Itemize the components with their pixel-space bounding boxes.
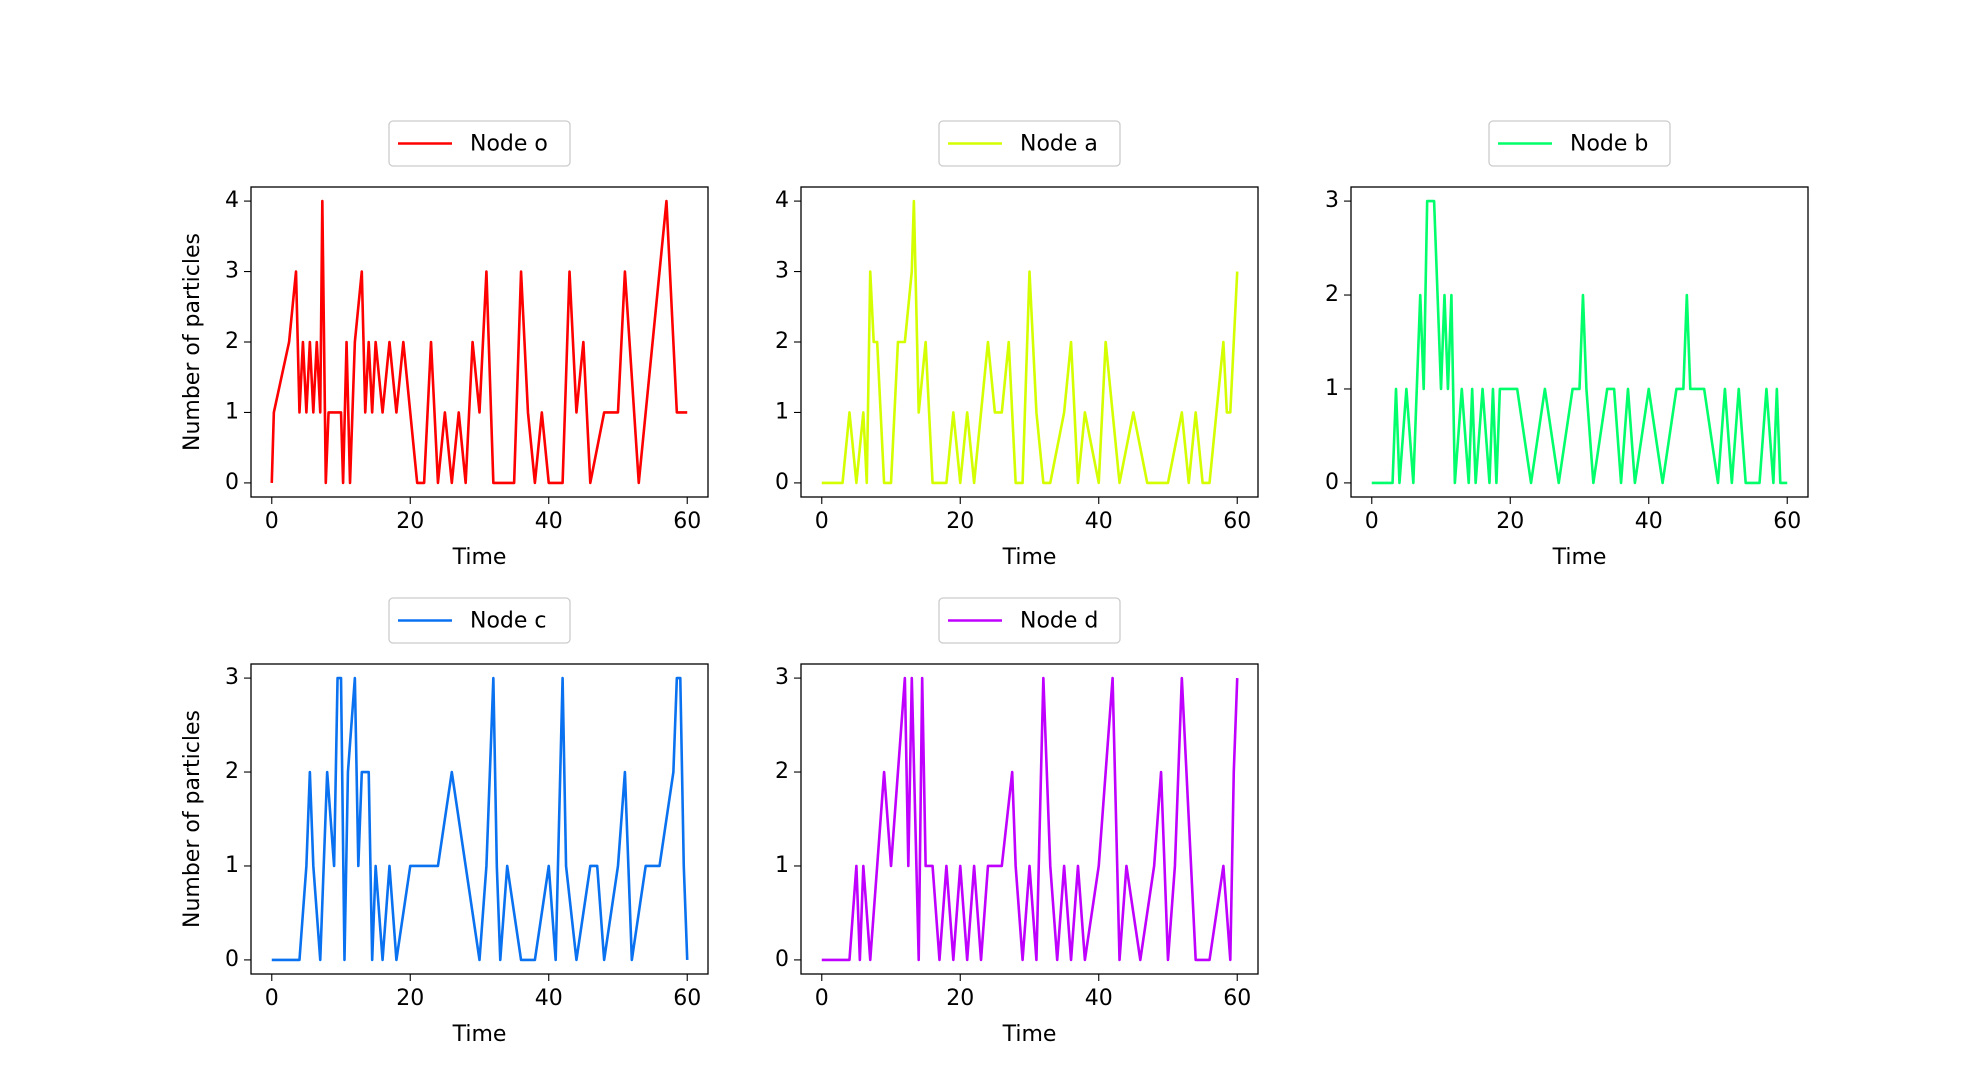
y-axis-label: Number of particles: [180, 233, 205, 451]
x-tick-label: 0: [265, 509, 279, 534]
x-tick-label: 40: [535, 509, 563, 534]
legend: Node d: [938, 597, 1121, 644]
x-tick-label: 40: [1085, 986, 1113, 1011]
legend: Node a: [938, 120, 1121, 167]
x-tick-label: 20: [1496, 509, 1524, 534]
y-tick-label: 3: [775, 665, 789, 690]
y-tick-label: 1: [225, 399, 239, 424]
x-tick-label: 60: [673, 986, 701, 1011]
x-tick-label: 60: [1223, 986, 1251, 1011]
legend: Node o: [388, 120, 571, 167]
legend: Node c: [388, 597, 571, 644]
x-tick-label: 40: [535, 986, 563, 1011]
y-tick-label: 0: [225, 947, 239, 972]
subplot: 0 20 40 60 0 1 2 3 Time Number of particles Node c: [180, 597, 709, 1047]
y-tick-label: 2: [225, 329, 239, 354]
data-line: [821, 199, 1239, 485]
x-tick-label: 20: [946, 986, 974, 1011]
y-tick-label: 4: [225, 188, 239, 213]
y-tick-label: 0: [775, 947, 789, 972]
data-line: [270, 199, 688, 485]
subplot: 0 20 40 60 0 1 2 3 Time Node d: [775, 597, 1259, 1047]
legend-box: [938, 597, 1121, 644]
y-tick-label: 2: [225, 759, 239, 784]
x-tick-label: 20: [946, 509, 974, 534]
legend: Node b: [1488, 120, 1671, 167]
y-tick-label: 3: [225, 259, 239, 284]
x-tick-label: 60: [1223, 509, 1251, 534]
axes-frame: [250, 186, 709, 498]
data-line: [271, 676, 689, 962]
y-tick-label: 1: [1325, 376, 1339, 401]
y-tick-label: 2: [775, 759, 789, 784]
x-axis-label: Time: [452, 545, 507, 570]
y-tick-label: 1: [775, 853, 789, 878]
x-axis-label: Time: [1002, 1022, 1057, 1047]
legend-label: Node d: [1020, 609, 1098, 634]
x-tick-label: 20: [396, 986, 424, 1011]
legend-box: [388, 120, 571, 167]
x-tick-label: 0: [1365, 509, 1379, 534]
y-tick-label: 1: [225, 853, 239, 878]
y-tick-label: 2: [1325, 282, 1339, 307]
legend-label: Node a: [1020, 132, 1098, 157]
x-tick-label: 0: [815, 986, 829, 1011]
x-axis-label: Time: [1002, 545, 1057, 570]
x-tick-label: 40: [1635, 509, 1663, 534]
data-line: [1371, 199, 1788, 485]
x-tick-label: 0: [815, 509, 829, 534]
x-axis-label: Time: [1552, 545, 1607, 570]
axes-frame: [800, 663, 1259, 975]
data-line: [821, 676, 1239, 962]
x-tick-label: 20: [396, 509, 424, 534]
y-tick-label: 1: [775, 399, 789, 424]
y-tick-label: 3: [1325, 188, 1339, 213]
y-tick-label: 0: [225, 470, 239, 495]
y-tick-label: 0: [1325, 470, 1339, 495]
x-tick-label: 0: [265, 986, 279, 1011]
legend-box: [1488, 120, 1671, 167]
subplot: 0 20 40 60 0 1 2 3 4 Time Node a: [775, 120, 1259, 570]
y-tick-label: 4: [775, 188, 789, 213]
legend-box: [388, 597, 571, 644]
x-tick-label: 40: [1085, 509, 1113, 534]
legend-label: Node c: [470, 609, 547, 634]
x-tick-label: 60: [673, 509, 701, 534]
legend-label: Node o: [470, 132, 548, 157]
subplot: 0 20 40 60 0 1 2 3 4 Time Number of particles Node …: [180, 120, 709, 570]
y-tick-label: 3: [225, 665, 239, 690]
y-tick-label: 0: [775, 470, 789, 495]
legend-label: Node b: [1570, 132, 1648, 157]
subplot: 0 20 40 60 0 1 2 3 Time Node b: [1325, 120, 1809, 570]
x-axis-label: Time: [452, 1022, 507, 1047]
y-tick-label: 3: [775, 259, 789, 284]
y-axis-label: Number of particles: [180, 710, 205, 928]
x-tick-label: 60: [1773, 509, 1801, 534]
axes-frame: [250, 663, 709, 975]
axes-frame: [1350, 186, 1809, 498]
y-tick-label: 2: [775, 329, 789, 354]
legend-box: [938, 120, 1121, 167]
